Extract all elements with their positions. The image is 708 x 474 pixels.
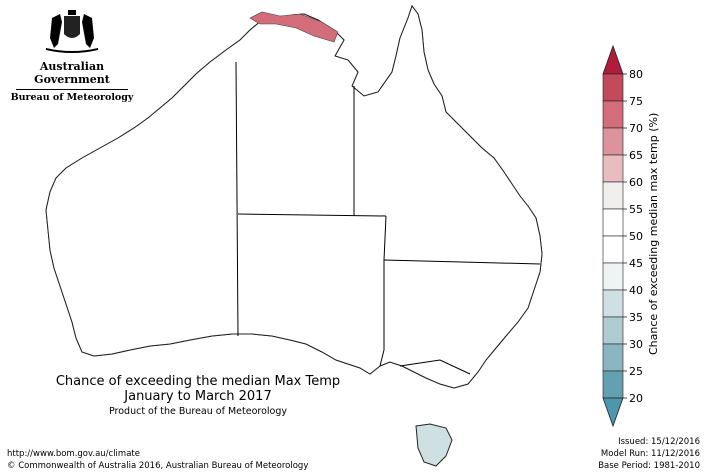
legend-swatch	[602, 73, 624, 102]
logo-divider	[16, 89, 128, 90]
legend-tick-label: 65	[629, 149, 643, 162]
contour-warm-arnhem	[249, 11, 339, 43]
legend-tick-label: 40	[629, 284, 643, 297]
legend-swatch	[602, 289, 624, 318]
legend-tick-label: 70	[629, 122, 643, 135]
base-period: Base Period: 1981-2010	[598, 461, 700, 471]
map-title-block: Chance of exceeding the median Max Temp …	[20, 374, 376, 417]
legend-arrow-top	[602, 44, 624, 75]
legend-colorbar: 80 75 70 65 60 55 50 45 40 35 30 25 20	[602, 44, 643, 428]
legend-swatch	[602, 100, 624, 129]
state-borders	[235, 61, 541, 375]
legend-arrow-bottom	[602, 397, 624, 428]
legend-swatch	[602, 235, 624, 264]
legend-swatch	[602, 262, 624, 291]
legend-swatch	[602, 343, 624, 372]
map-title: Chance of exceeding the median Max Temp	[55, 374, 341, 389]
coat-of-arms-icon	[46, 10, 98, 53]
legend-swatch	[602, 370, 624, 399]
legend-swatch	[602, 316, 624, 345]
footer: http://www.bom.gov.au/climate © Commonwe…	[7, 448, 308, 472]
logo-title: Australian Government	[34, 60, 110, 86]
legend-swatch	[602, 208, 624, 237]
legend-tick-label: 75	[629, 95, 643, 108]
issued-date: Issued: 15/12/2016	[618, 437, 700, 447]
logo-subtitle: Bureau of Meteorology	[10, 92, 134, 103]
legend-tick-label: 55	[629, 203, 643, 216]
legend-title: Chance of exceeding median max temp (%)	[647, 112, 660, 355]
model-run-date: Model Run: 11/12/2016	[600, 449, 700, 459]
tasmania	[415, 423, 453, 467]
legend-tick-label: 20	[629, 392, 643, 405]
legend-tick-label: 25	[629, 365, 643, 378]
legend-tick-label: 50	[629, 230, 643, 243]
legend-swatch	[602, 154, 624, 183]
bom-logo: Australian Government Bureau of Meteorol…	[8, 8, 136, 103]
legend-tick-label: 45	[629, 257, 643, 270]
legend-tick-label: 80	[629, 68, 643, 81]
issue-info: Issued: 15/12/2016 Model Run: 11/12/2016…	[598, 436, 700, 472]
copyright: © Commonwealth of Australia 2016, Austra…	[7, 461, 309, 471]
legend-tick-label: 30	[629, 338, 643, 351]
legend-swatch	[602, 127, 624, 156]
source-url[interactable]: http://www.bom.gov.au/climate	[7, 449, 140, 459]
map-period: January to March 2017	[124, 389, 272, 404]
legend-tick-label: 35	[629, 311, 643, 324]
legend-tick-label: 60	[629, 176, 643, 189]
legend-swatch	[602, 181, 624, 210]
product-note: Product of the Bureau of Meteorology	[108, 406, 288, 417]
